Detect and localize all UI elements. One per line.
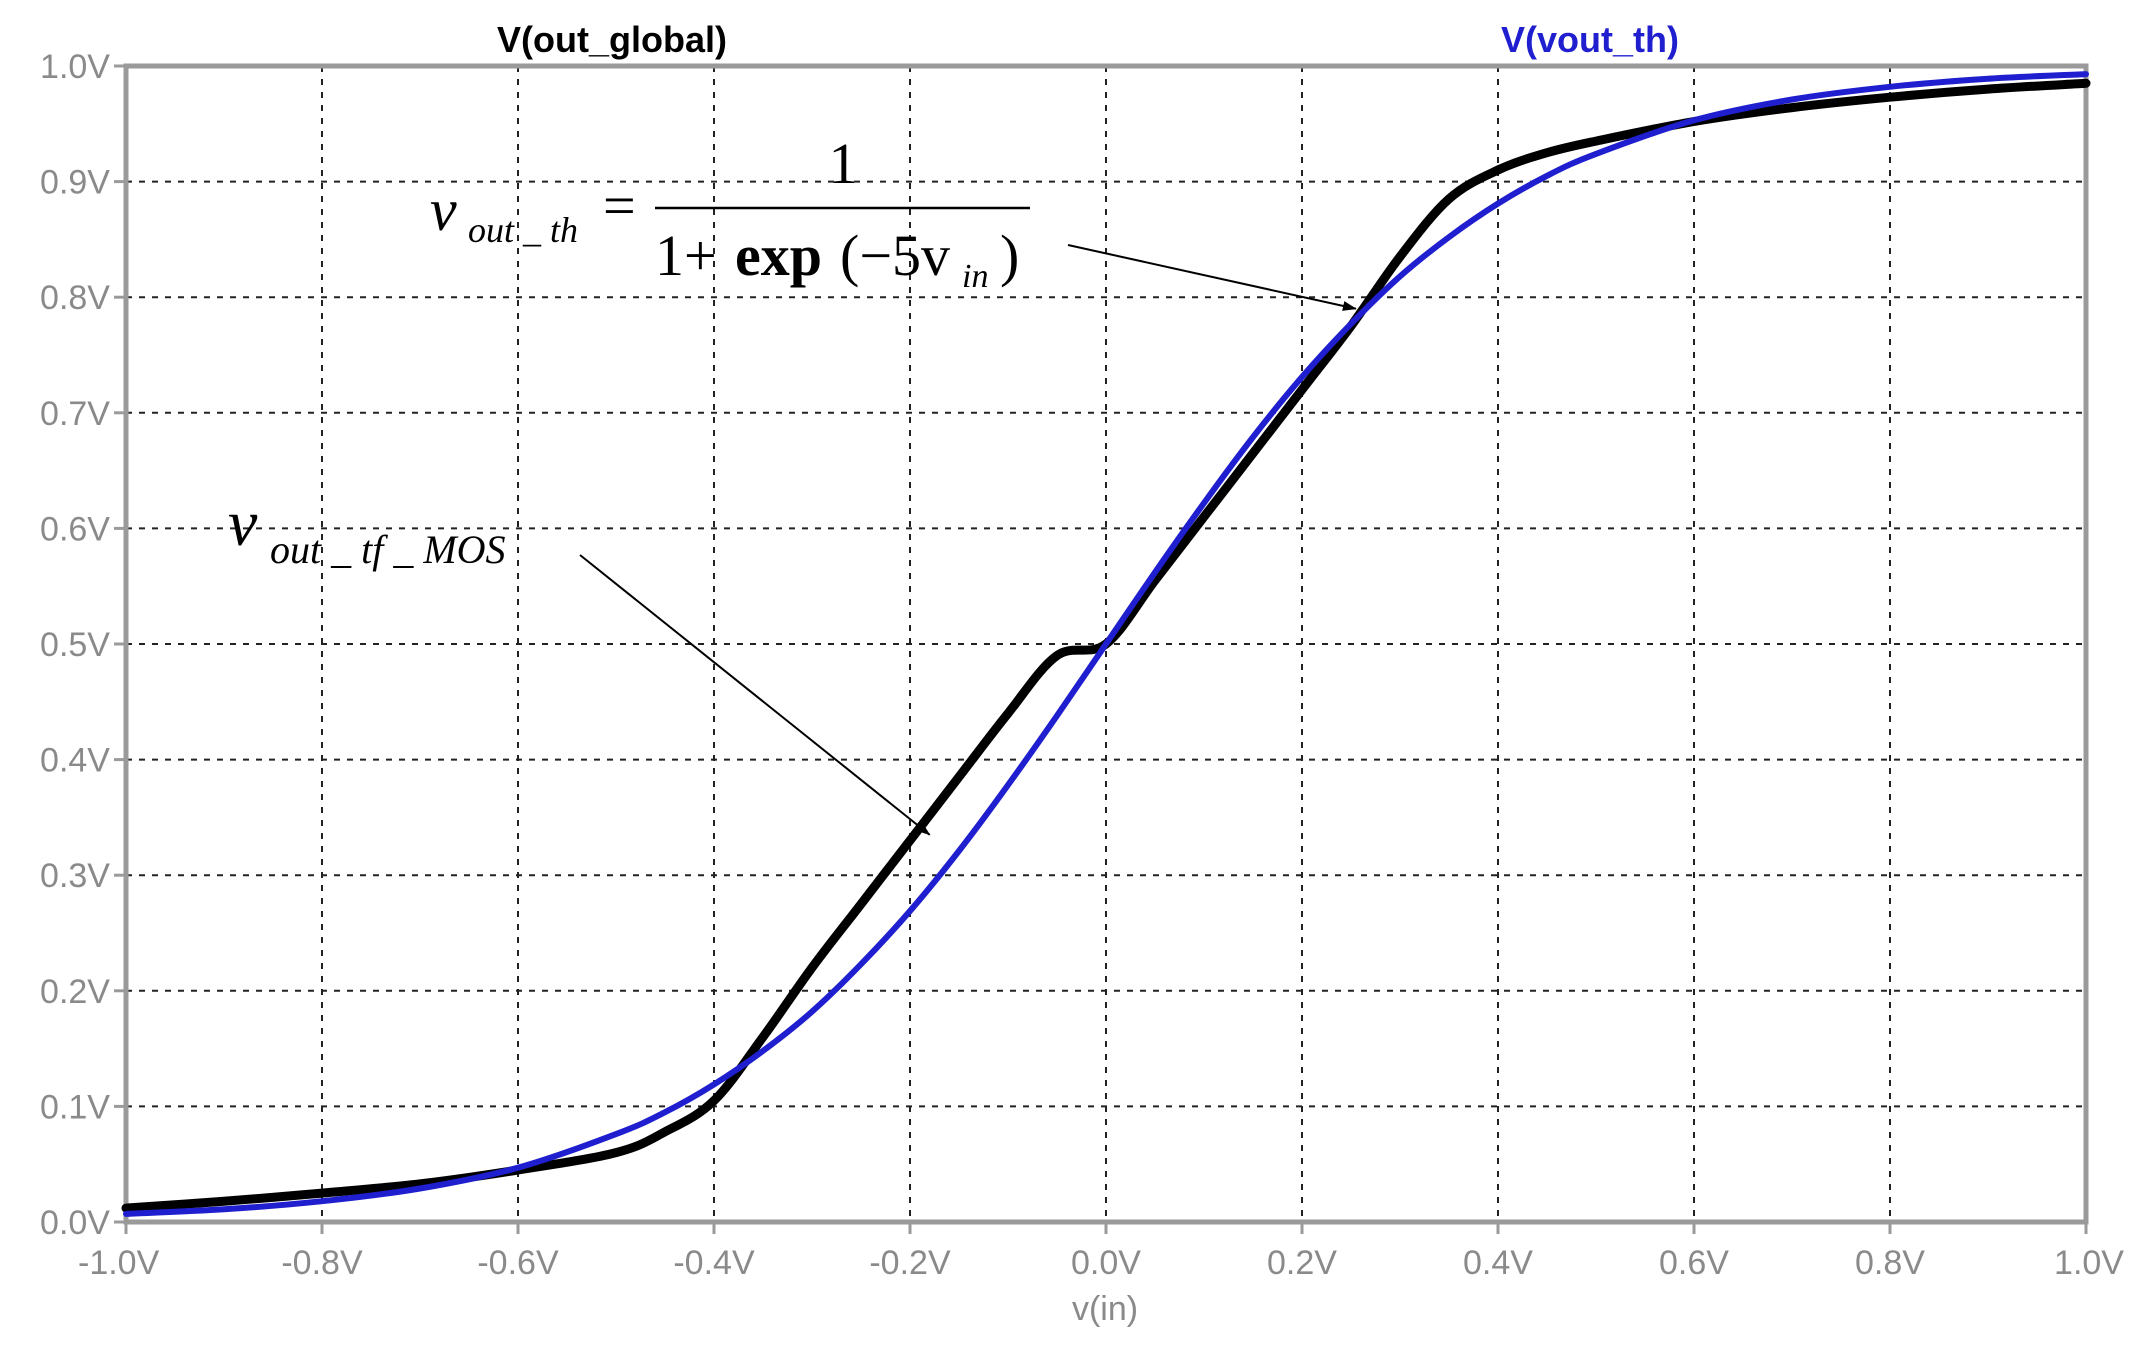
x-tick-label: -0.8V xyxy=(281,1244,363,1282)
y-tick-label: 0.5V xyxy=(40,626,110,664)
y-tick-label: 0.6V xyxy=(40,510,110,548)
y-tick-label: 0.4V xyxy=(40,742,110,780)
formula-denominator-close: ) xyxy=(1000,223,1019,288)
series-layer xyxy=(121,71,2091,1217)
tick-layer: 0.0V 0.1V 0.2V 0.3V 0.4V 0.5V 0.6V 0.7V 0.8V 0.9V… xyxy=(40,48,2124,1282)
x-tick-label: -0.2V xyxy=(869,1244,951,1282)
series-vout-th-line xyxy=(123,71,2089,1217)
x-tick-label: 0.6V xyxy=(1659,1244,1729,1282)
y-tick-label: 0.2V xyxy=(40,973,110,1011)
x-tick-label: -1.0V xyxy=(78,1244,160,1282)
grid-layer xyxy=(126,66,2086,1222)
x-tick-label: -0.6V xyxy=(477,1244,559,1282)
formula-lhs-subscript: out _ th xyxy=(468,210,578,250)
legend-vout-th: V(vout_th) xyxy=(1501,19,1679,60)
x-tick-label: 0.8V xyxy=(1855,1244,1925,1282)
x-tick-label: 0.2V xyxy=(1267,1244,1337,1282)
formula-numerator: 1 xyxy=(829,131,858,196)
formula-denominator-func: exp xyxy=(735,223,822,288)
y-tick-label: 0.0V xyxy=(40,1204,110,1242)
mos-label-subscript: out _ tf _ MOS xyxy=(270,527,506,572)
y-tick-label: 1.0V xyxy=(40,48,110,86)
formula-denominator-arg: (−5v xyxy=(840,223,950,288)
y-tick-label: 0.8V xyxy=(40,279,110,317)
x-tick-label: -0.4V xyxy=(673,1244,755,1282)
y-tick-label: 0.3V xyxy=(40,857,110,895)
formula-equals: = xyxy=(603,173,636,238)
vout-th-formula-annotation: v out _ th = 1 1+ exp (−5v in ) xyxy=(430,131,1357,311)
formula-lhs-var: v xyxy=(430,177,457,243)
mos-arrow xyxy=(579,554,931,836)
formula-denominator-subscript: in xyxy=(962,258,988,295)
x-tick-label: 1.0V xyxy=(2054,1244,2124,1282)
formula-arrow xyxy=(1067,244,1357,311)
legend-out-global: V(out_global) xyxy=(497,19,727,60)
mos-label-var: v xyxy=(228,487,258,560)
x-tick-label: 0.0V xyxy=(1071,1244,1141,1282)
x-axis-label: v(in) xyxy=(1072,1290,1138,1328)
formula-denominator-prefix: 1+ xyxy=(655,223,717,288)
y-tick-label: 0.1V xyxy=(40,1088,110,1126)
y-tick-label: 0.9V xyxy=(40,164,110,202)
x-tick-label: 0.4V xyxy=(1463,1244,1533,1282)
vout-tf-mos-annotation: v out _ tf _ MOS xyxy=(228,487,931,836)
y-tick-label: 0.7V xyxy=(40,395,110,433)
